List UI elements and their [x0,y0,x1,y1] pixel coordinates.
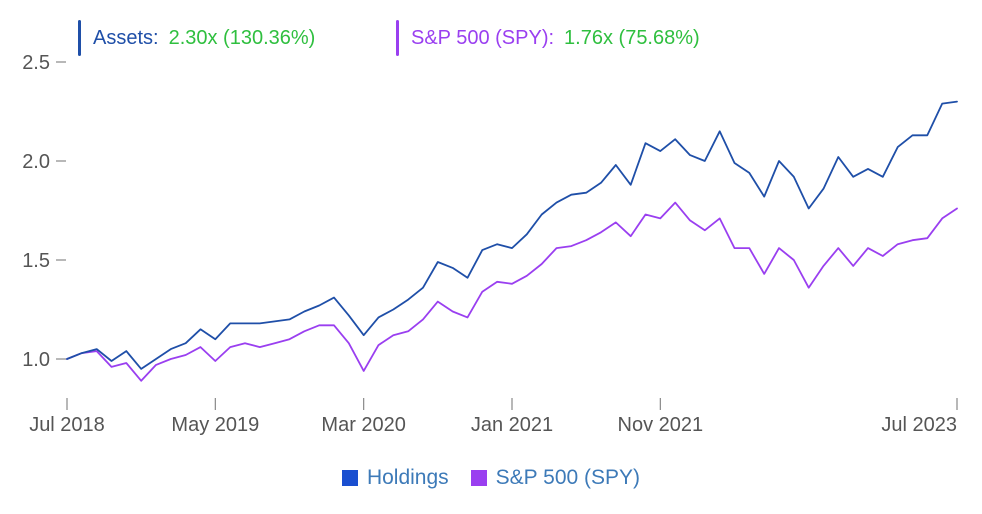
holdings-swatch [341,470,358,486]
series-line-spy [66,201,958,382]
line-chart: 1.0 1.5 2.0 2.5 Jul 2018 May 2019 Mar 2020 Jan … [22,52,958,436]
x-tick-label: May 2019 [171,414,259,436]
assets-readout-label: Assets: [93,26,159,49]
y-tick-label: 1.0 [22,349,50,371]
spy-readout: S&P 500 (SPY): 1.76x (75.68%) [396,18,700,58]
x-tick-label: Nov 2021 [618,414,704,436]
chart-legend: Holdings S&P 500 (SPY) [0,466,982,490]
assets-readout: Assets: 2.30x (130.36%) [78,18,315,58]
x-tick-label: Jul 2018 [29,414,105,436]
series-line-holdings [66,100,958,370]
y-tick-label: 2.5 [22,52,50,74]
x-tick-label: Mar 2020 [321,414,406,436]
legend-item-spy[interactable]: S&P 500 (SPY) [470,466,641,490]
legend-item-holdings[interactable]: Holdings [341,466,449,490]
x-tick-label: Jul 2023 [881,414,957,436]
legend-label-holdings: Holdings [366,466,449,489]
assets-readout-value: 2.30x (130.36%) [168,26,316,49]
spy-readout-value: 1.76x (75.68%) [564,26,700,49]
y-tick-label: 2.0 [22,151,50,173]
spy-readout-label: S&P 500 (SPY): [411,26,555,49]
x-tick-label: Jan 2021 [471,414,553,436]
legend-label-spy: S&P 500 (SPY) [495,466,641,489]
spy-marker-bar [396,20,399,56]
assets-marker-bar [78,20,81,56]
y-tick-label: 1.5 [22,250,50,272]
spy-swatch [470,470,487,486]
